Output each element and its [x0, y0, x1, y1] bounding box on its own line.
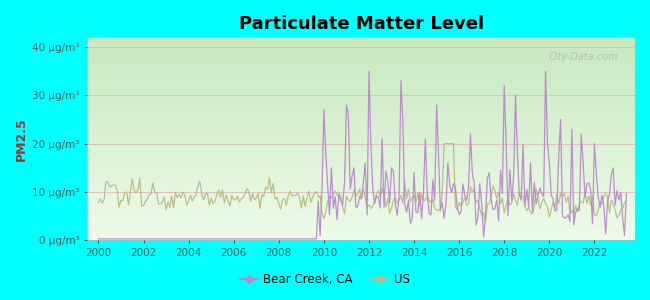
Title: Particulate Matter Level: Particulate Matter Level — [239, 15, 484, 33]
Y-axis label: PM2.5: PM2.5 — [15, 117, 28, 161]
Text: City-Data.com: City-Data.com — [549, 52, 619, 61]
Legend: Bear Creek, CA, US: Bear Creek, CA, US — [235, 269, 415, 291]
